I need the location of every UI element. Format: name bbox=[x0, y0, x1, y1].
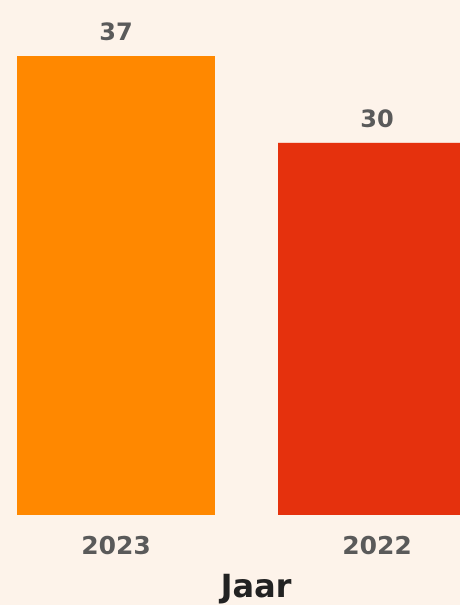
data-label-2023: 37 bbox=[99, 18, 132, 46]
x-tick-label-2023: 2023 bbox=[81, 531, 151, 560]
bar-2022 bbox=[278, 142, 460, 516]
bars-group bbox=[17, 56, 460, 516]
data-labels-group: 37 30 bbox=[99, 18, 393, 133]
x-axis-title: Jaar bbox=[219, 567, 292, 605]
x-tick-labels-group: 2023 2022 bbox=[81, 531, 412, 560]
data-label-2022: 30 bbox=[360, 105, 393, 133]
bar-2023 bbox=[17, 56, 215, 515]
x-tick-label-2022: 2022 bbox=[342, 531, 412, 560]
